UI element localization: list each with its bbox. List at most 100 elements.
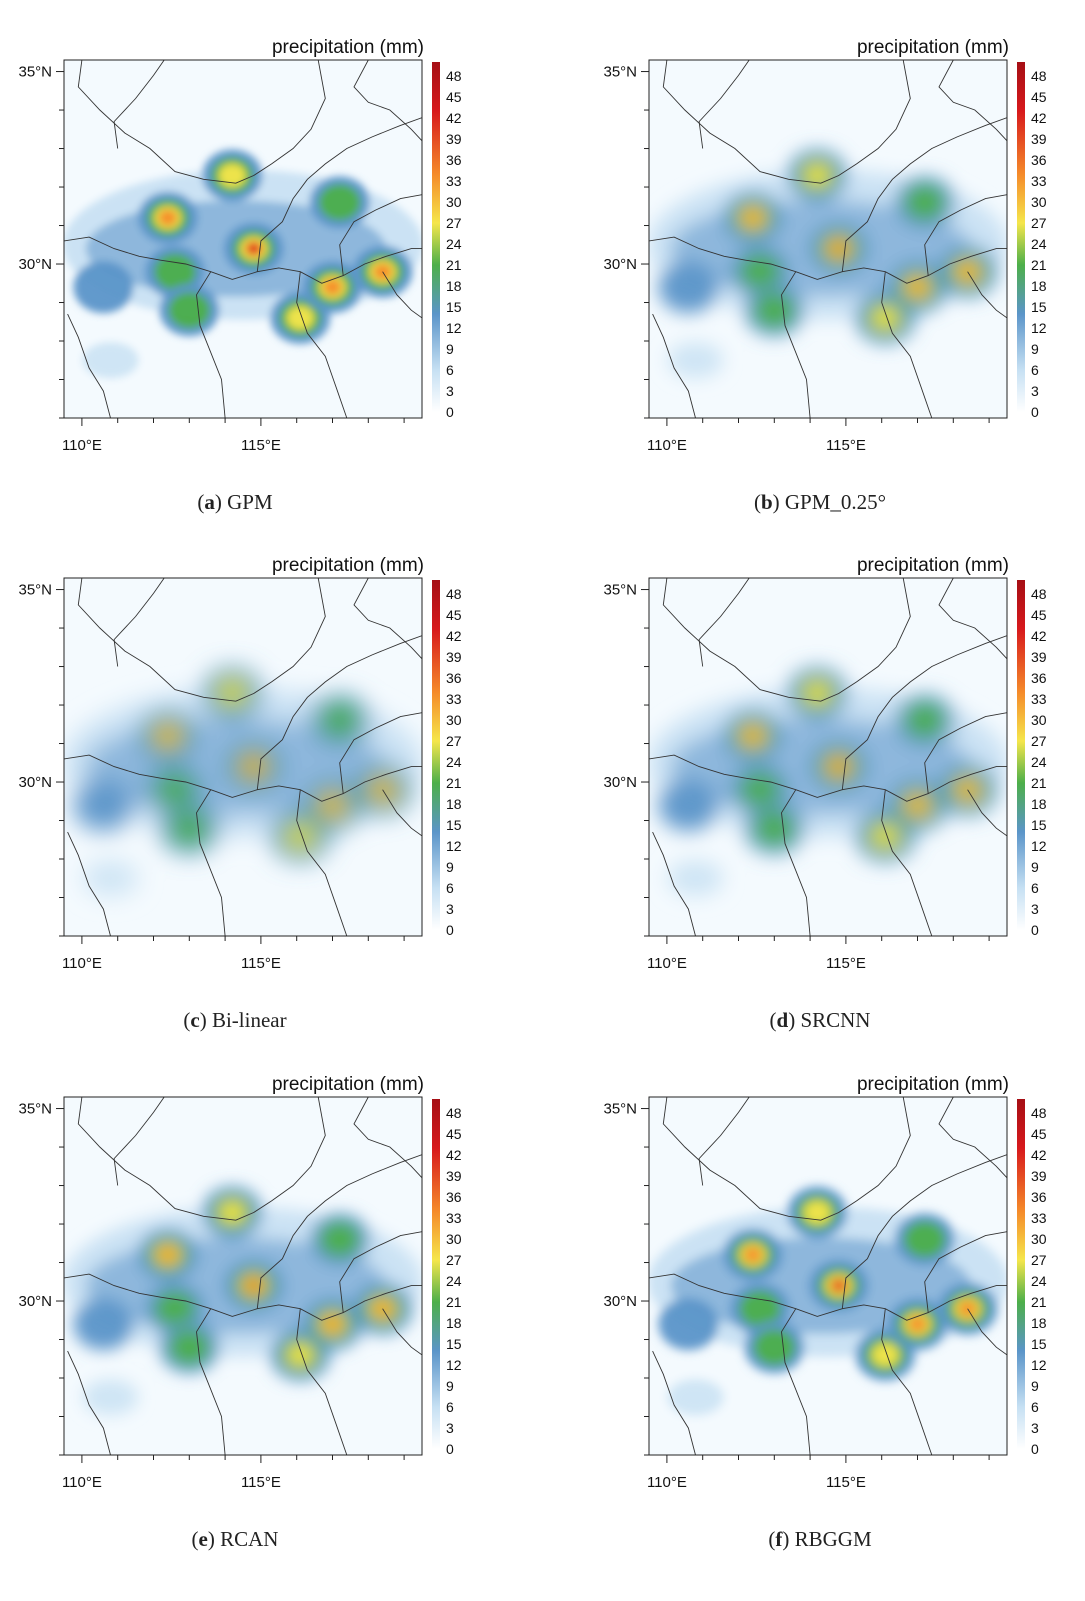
colorbar-tick-label: 24 bbox=[446, 1273, 462, 1289]
boundary-line bbox=[339, 1231, 422, 1313]
lat-tick-label: 30°N bbox=[18, 256, 52, 273]
colorbar-tick-label: 36 bbox=[446, 152, 462, 168]
boundary-line bbox=[652, 1350, 696, 1455]
colorbar-tick-label: 30 bbox=[1031, 194, 1047, 210]
hotspot-4 bbox=[871, 1342, 900, 1367]
hotspot-5 bbox=[323, 1316, 342, 1333]
colorbar-tick-label: 18 bbox=[1031, 796, 1047, 812]
colorbar-tick-label: 3 bbox=[1031, 1420, 1039, 1436]
boundary-line bbox=[698, 1097, 750, 1186]
colorbar-tick-label: 45 bbox=[1031, 89, 1047, 105]
lat-tick-label: 35°N bbox=[18, 582, 52, 599]
hotspot-3 bbox=[154, 771, 196, 808]
boundary-line bbox=[652, 831, 696, 936]
boundary-line bbox=[967, 789, 1007, 837]
colorbar-tick-label: 3 bbox=[446, 901, 454, 917]
colorbar-title: precipitation (mm) bbox=[272, 555, 424, 576]
boundary-line bbox=[881, 789, 933, 936]
hotspot-7 bbox=[903, 1221, 946, 1258]
colorbar-tick-label: 3 bbox=[1031, 383, 1039, 399]
boundary-line bbox=[113, 60, 165, 149]
colorbar-tick-label: 0 bbox=[1031, 922, 1039, 938]
panel-name: SRCNN bbox=[800, 1008, 871, 1032]
hotspot-0 bbox=[743, 209, 763, 226]
colorbar-tick-label: 30 bbox=[1031, 712, 1047, 728]
colorbar-tick-label: 36 bbox=[446, 1189, 462, 1205]
panel-a-chart: 35°N 30°N 110°E 115°E precipitation (mm) 48 45… bbox=[18, 37, 462, 454]
colorbar-tick-label: 24 bbox=[1031, 754, 1047, 770]
boundary-line bbox=[662, 578, 911, 702]
hotspot-7 bbox=[318, 184, 361, 221]
colorbar-tick-label: 42 bbox=[446, 628, 462, 644]
boundary-line bbox=[924, 194, 1007, 276]
lon-tick-label: 115°E bbox=[241, 955, 281, 972]
boundary-line bbox=[881, 1308, 933, 1455]
lon-tick-label: 115°E bbox=[826, 1474, 866, 1491]
colorbar-tick-label: 42 bbox=[446, 1147, 462, 1163]
panel-b: 35°N 30°N 110°E 115°E precipitation (mm) 48 45… bbox=[585, 0, 1055, 520]
panel-letter: c bbox=[190, 1008, 200, 1032]
lon-tick-label: 115°E bbox=[241, 437, 281, 454]
colorbar-tick-label: 48 bbox=[1031, 586, 1047, 602]
boundary-line bbox=[196, 1308, 226, 1455]
lat-tick-label: 35°N bbox=[603, 582, 637, 599]
colorbar-tick-label: 12 bbox=[1031, 320, 1047, 336]
hotspot-5 bbox=[908, 797, 927, 814]
colorbar-tick-label: 48 bbox=[1031, 1105, 1047, 1121]
boundary-line bbox=[77, 578, 326, 702]
lat-tick-label: 30°N bbox=[603, 256, 637, 273]
colorbar-title: precipitation (mm) bbox=[857, 555, 1009, 576]
precip-field bbox=[649, 667, 1007, 897]
boundary-line bbox=[67, 831, 111, 936]
boundary-line bbox=[841, 635, 1007, 790]
hotspot-4 bbox=[286, 305, 315, 330]
lat-tick-label: 30°N bbox=[18, 1293, 52, 1310]
boundary-line bbox=[781, 271, 811, 418]
colorbar-tick-label: 12 bbox=[446, 1357, 462, 1373]
colorbar-tick-label: 18 bbox=[446, 1315, 462, 1331]
hotspot-9 bbox=[168, 292, 210, 329]
hotspot-8 bbox=[658, 261, 719, 314]
hotspot-1 bbox=[803, 163, 832, 188]
hotspot-2 bbox=[247, 761, 260, 772]
panel-a: 35°N 30°N 110°E 115°E precipitation (mm) 48 45… bbox=[0, 0, 470, 520]
colorbar-tick-label: 0 bbox=[446, 404, 454, 420]
colorbar-tick-label: 18 bbox=[446, 278, 462, 294]
boundary-line bbox=[967, 271, 1007, 319]
colorbar-tick-label: 15 bbox=[446, 299, 462, 315]
boundary-line bbox=[353, 578, 422, 660]
panel-caption: (a) GPM bbox=[197, 490, 273, 514]
colorbar-tick-label: 3 bbox=[446, 1420, 454, 1436]
hotspot-1 bbox=[218, 163, 247, 188]
colorbar-tick-label: 21 bbox=[1031, 775, 1047, 791]
lat-tick-label: 30°N bbox=[603, 774, 637, 791]
boundary-line bbox=[938, 578, 1007, 660]
hotspot-1 bbox=[803, 681, 832, 706]
colorbar-tick-label: 33 bbox=[1031, 691, 1047, 707]
boundary-line bbox=[296, 1308, 348, 1455]
hotspot-1 bbox=[218, 681, 247, 706]
colorbar-tick-label: 36 bbox=[446, 670, 462, 686]
boundary-line bbox=[296, 271, 348, 418]
colorbar-tick-label: 24 bbox=[1031, 236, 1047, 252]
lon-tick-label: 115°E bbox=[826, 955, 866, 972]
hotspot-9 bbox=[168, 810, 210, 847]
hotspot-3 bbox=[739, 771, 781, 808]
panel-caption: (f) RBGGM bbox=[768, 1527, 872, 1551]
boundary-line bbox=[781, 789, 811, 936]
colorbar-tick-label: 33 bbox=[1031, 1210, 1047, 1226]
colorbar-tick-label: 48 bbox=[446, 68, 462, 84]
boundary-line bbox=[256, 635, 422, 790]
colorbar-tick-label: 30 bbox=[1031, 1231, 1047, 1247]
colorbar-tick-label: 9 bbox=[446, 1378, 454, 1394]
boundary-line bbox=[339, 712, 422, 794]
hotspot-5 bbox=[323, 279, 342, 296]
hotspot-7 bbox=[903, 702, 946, 739]
colorbar-tick-label: 12 bbox=[1031, 1357, 1047, 1373]
panel-caption: (c) Bi-linear bbox=[183, 1008, 287, 1032]
colorbar-tick-label: 12 bbox=[446, 320, 462, 336]
panel-caption: (d) SRCNN bbox=[769, 1008, 871, 1032]
hotspot-7 bbox=[318, 702, 361, 739]
colorbar-tick-label: 27 bbox=[446, 1252, 462, 1268]
hotspot-9 bbox=[753, 1329, 795, 1366]
